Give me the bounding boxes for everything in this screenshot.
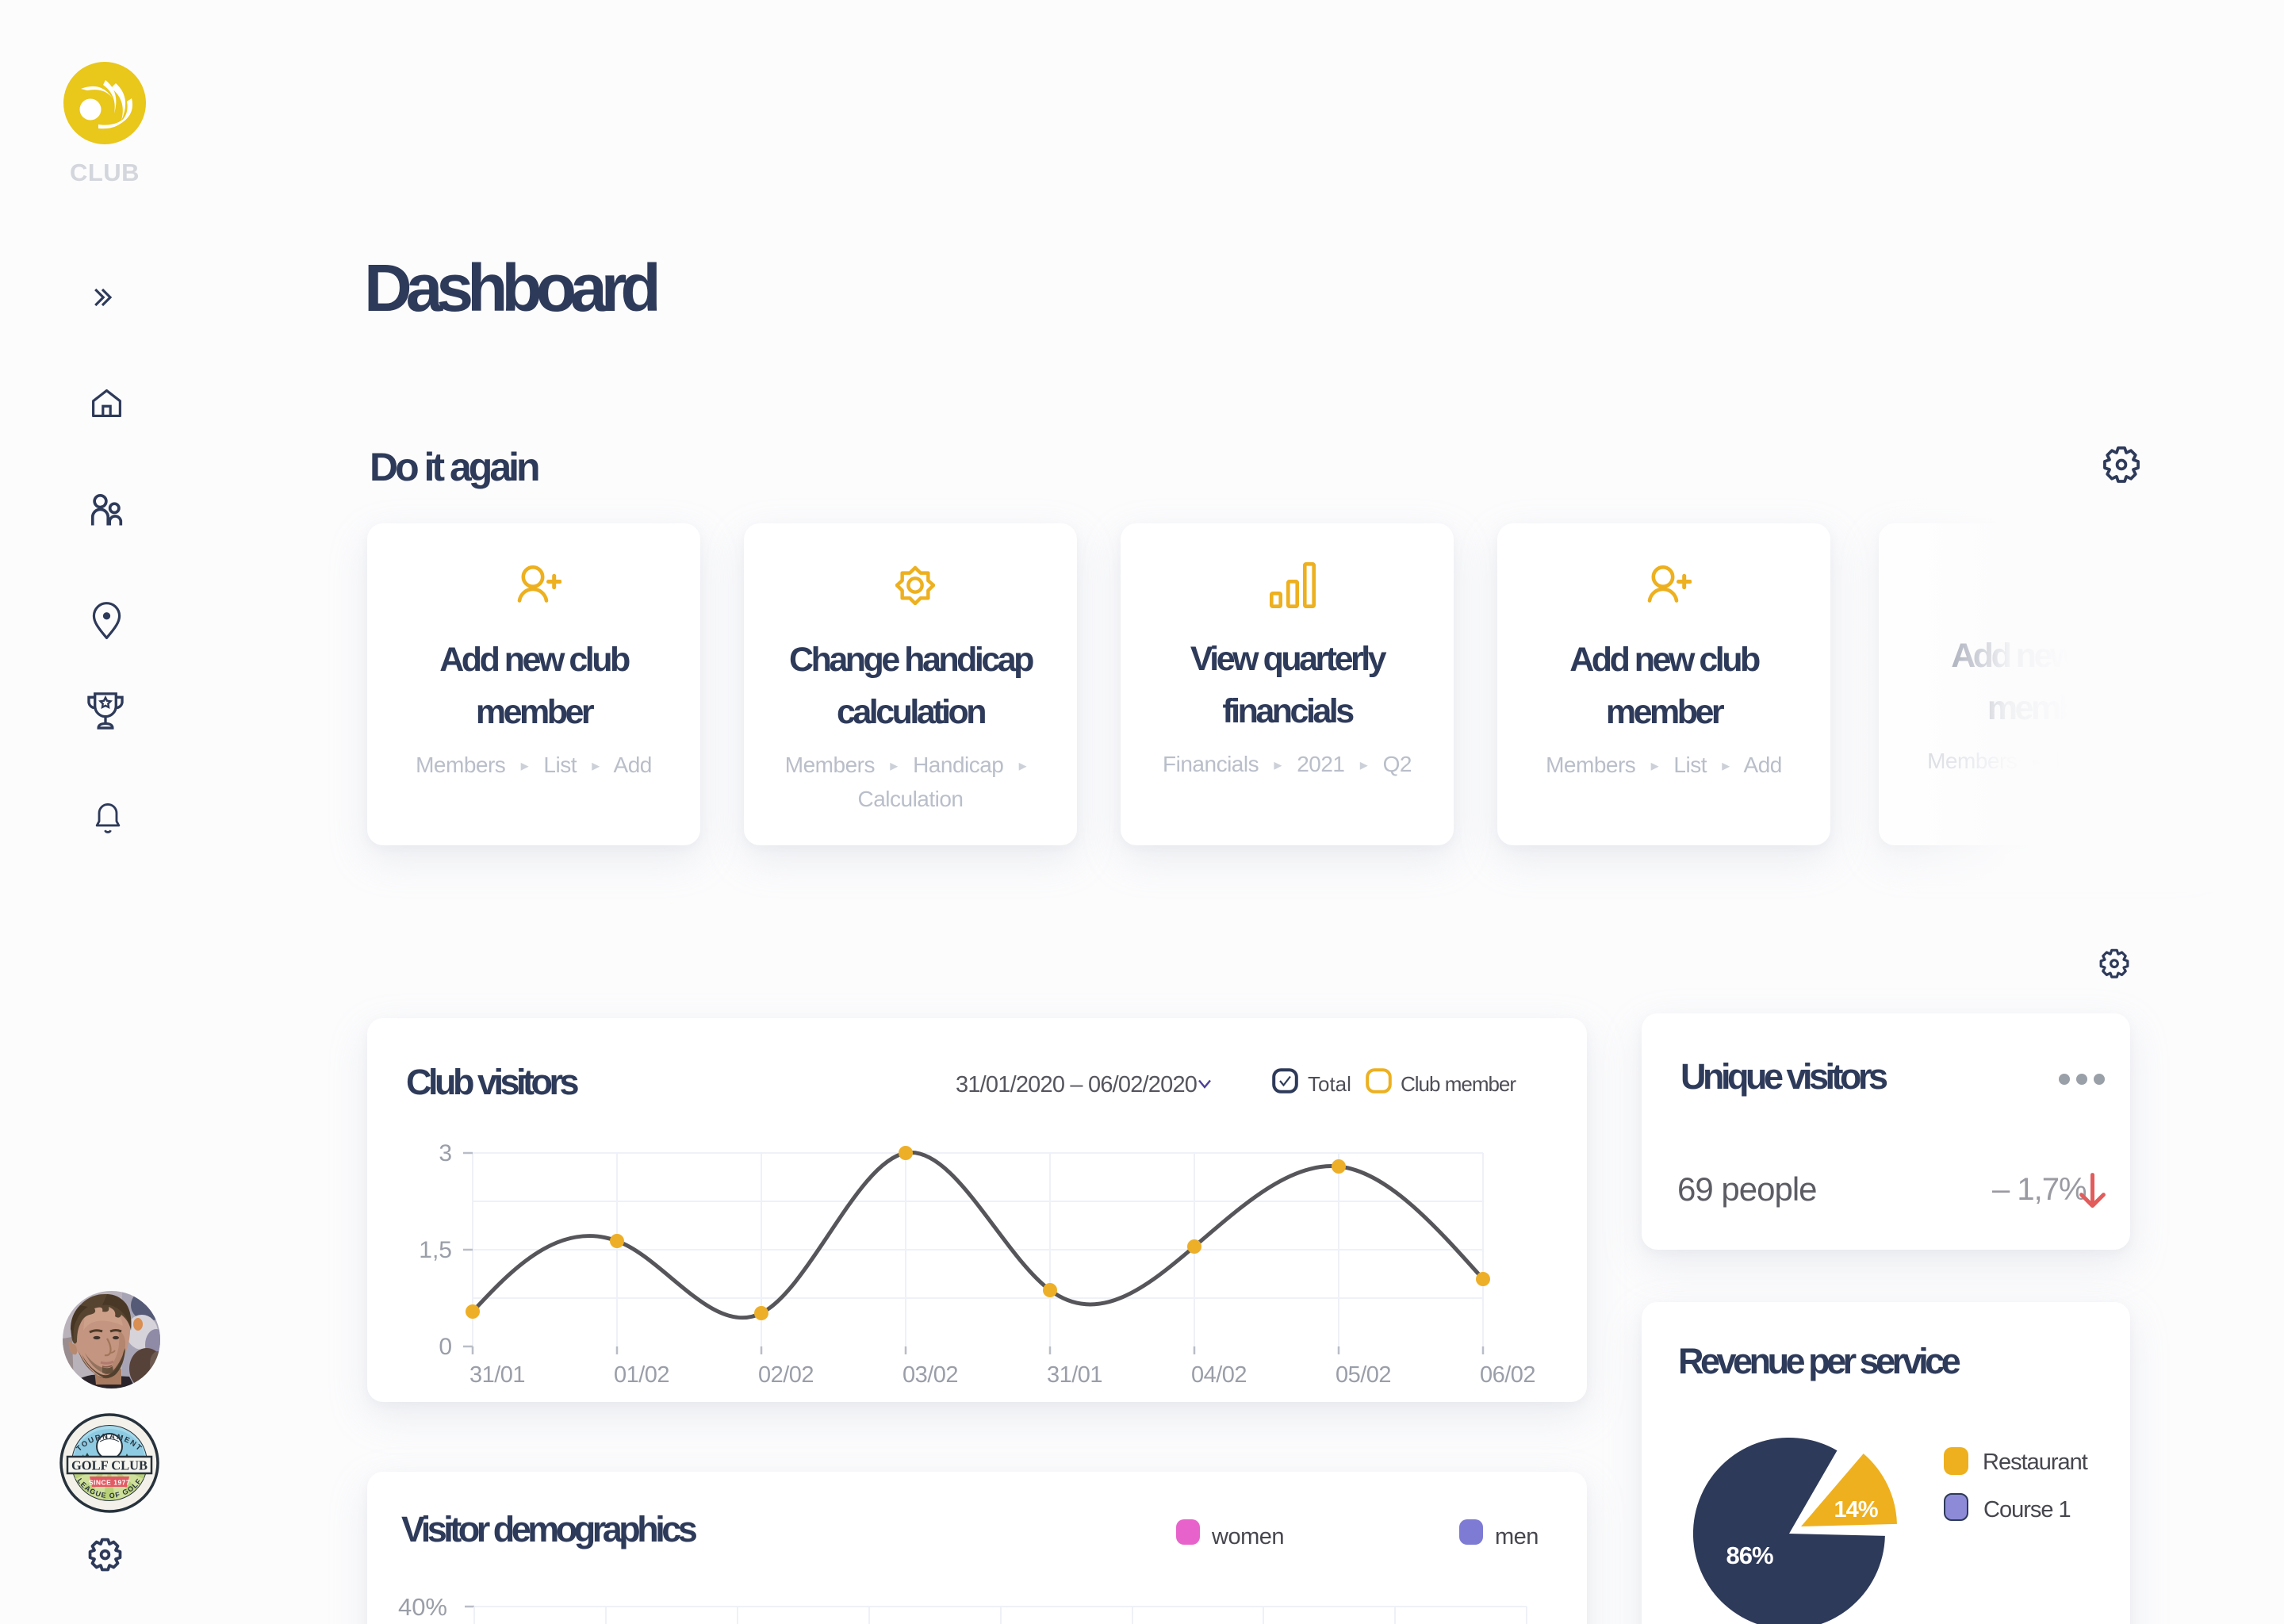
svg-text:3: 3	[439, 1140, 452, 1166]
svg-text:03/02: 03/02	[902, 1362, 958, 1388]
svg-text:SINCE 1977: SINCE 1977	[89, 1479, 130, 1487]
svg-text:05/02: 05/02	[1336, 1362, 1391, 1388]
svg-text:14%: 14%	[1834, 1497, 1878, 1522]
svg-text:04/02: 04/02	[1191, 1362, 1247, 1388]
svg-text:01/02: 01/02	[614, 1362, 669, 1388]
svg-text:0: 0	[439, 1334, 452, 1360]
svg-text:40%: 40%	[398, 1593, 447, 1621]
svg-text:02/02: 02/02	[758, 1362, 814, 1388]
svg-text:06/02: 06/02	[1480, 1362, 1535, 1388]
svg-text:1,5: 1,5	[419, 1237, 452, 1263]
svg-text:86%: 86%	[1726, 1542, 1772, 1569]
svg-text:GOLF CLUB: GOLF CLUB	[71, 1458, 148, 1473]
svg-text:31/01: 31/01	[469, 1362, 525, 1388]
svg-text:31/01: 31/01	[1047, 1362, 1102, 1388]
